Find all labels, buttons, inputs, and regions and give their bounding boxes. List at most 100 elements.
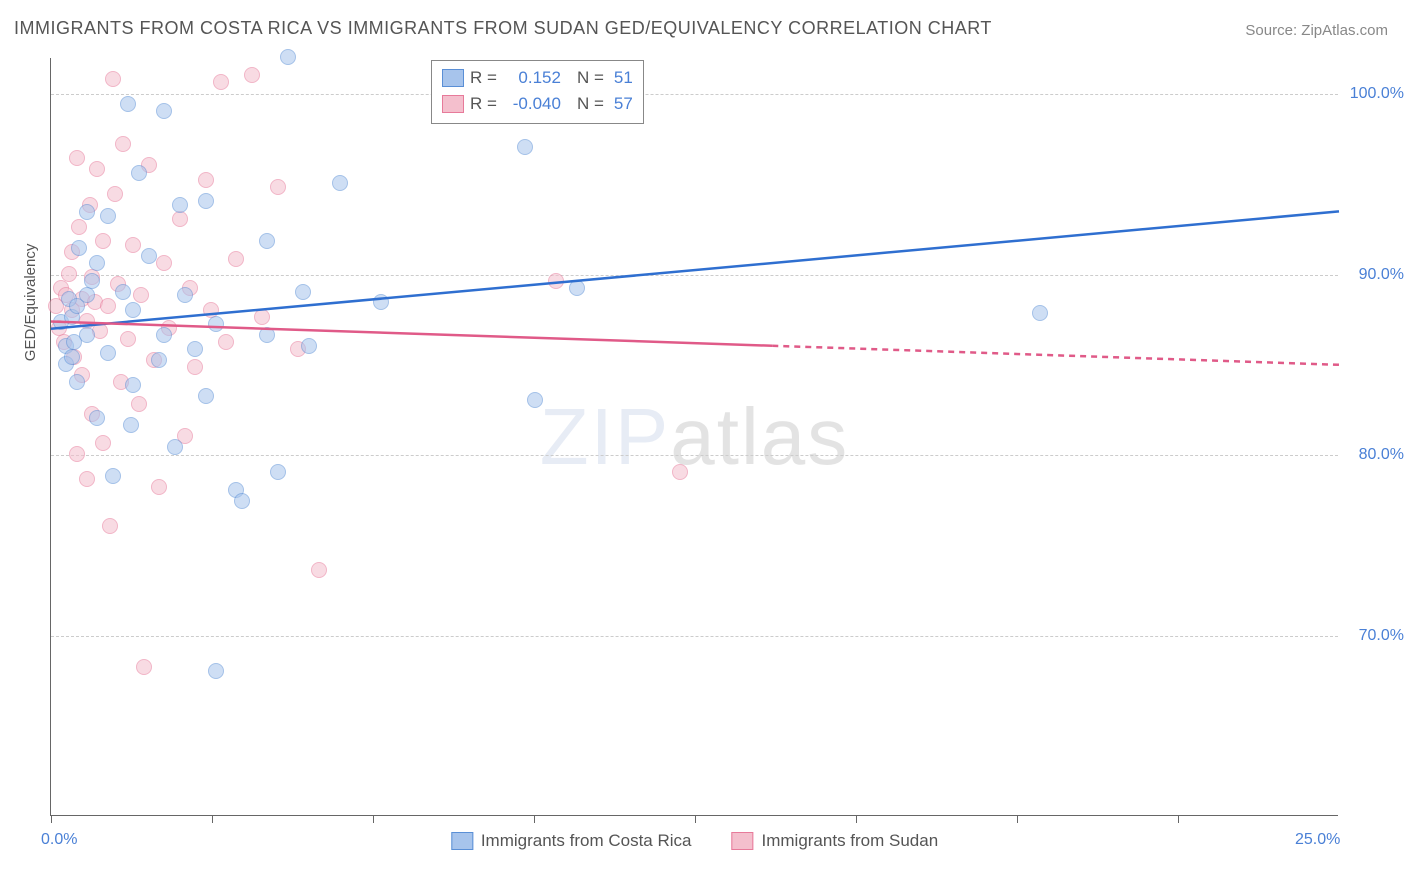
x-tick [51,815,52,823]
scatter-point-costa-rica [280,49,296,65]
legend-row-sudan: R = -0.040 N = 57 [442,91,633,117]
scatter-point-costa-rica [234,493,250,509]
x-tick [1178,815,1179,823]
scatter-point-costa-rica [167,439,183,455]
scatter-point-sudan [672,464,688,480]
y-axis-label: GED/Equivalency [22,244,39,362]
scatter-point-sudan [131,396,147,412]
scatter-point-costa-rica [100,208,116,224]
scatter-point-sudan [100,298,116,314]
scatter-point-sudan [95,233,111,249]
trend-line [772,346,1339,365]
scatter-point-costa-rica [125,302,141,318]
legend-item-sudan: Immigrants from Sudan [731,831,938,851]
scatter-point-costa-rica [105,468,121,484]
legend-r-sudan: -0.040 [503,94,561,114]
chart-title: IMMIGRANTS FROM COSTA RICA VS IMMIGRANTS… [14,18,992,39]
y-tick-label: 100.0% [1350,85,1404,103]
scatter-point-costa-rica [131,165,147,181]
legend-row-costa-rica: R = 0.152 N = 51 [442,65,633,91]
scatter-point-costa-rica [198,193,214,209]
scatter-point-costa-rica [569,280,585,296]
scatter-point-costa-rica [1032,305,1048,321]
scatter-point-sudan [151,479,167,495]
scatter-point-costa-rica [198,388,214,404]
scatter-point-sudan [102,518,118,534]
x-tick [695,815,696,823]
legend-r-label: R = [470,94,497,114]
x-tick [1017,815,1018,823]
x-tick-label: 0.0% [41,831,77,849]
y-tick-label: 90.0% [1359,266,1404,284]
x-tick [373,815,374,823]
legend-label-costa-rica: Immigrants from Costa Rica [481,831,692,851]
scatter-point-costa-rica [332,175,348,191]
scatter-point-costa-rica [208,316,224,332]
legend-n-label: N = [567,68,604,88]
scatter-point-costa-rica [172,197,188,213]
y-tick-label: 80.0% [1359,446,1404,464]
scatter-point-sudan [69,446,85,462]
scatter-point-sudan [213,74,229,90]
scatter-point-sudan [311,562,327,578]
gridline [51,636,1338,637]
plot-area: ZIPatlas 70.0%80.0%90.0%100.0% R = 0.152… [50,58,1338,816]
legend-swatch-sudan [731,832,753,850]
scatter-point-sudan [244,67,260,83]
legend-series: Immigrants from Costa Rica Immigrants fr… [451,831,938,851]
gridline [51,94,1338,95]
scatter-point-costa-rica [64,349,80,365]
scatter-point-costa-rica [123,417,139,433]
watermark: ZIPatlas [540,391,849,483]
scatter-point-costa-rica [115,284,131,300]
legend-r-costa-rica: 0.152 [503,68,561,88]
legend-label-sudan: Immigrants from Sudan [761,831,938,851]
scatter-point-costa-rica [69,374,85,390]
scatter-point-costa-rica [156,103,172,119]
source-value: ZipAtlas.com [1301,22,1388,39]
scatter-point-sudan [198,172,214,188]
scatter-point-costa-rica [208,663,224,679]
scatter-point-costa-rica [89,255,105,271]
scatter-point-costa-rica [187,341,203,357]
scatter-point-sudan [133,287,149,303]
scatter-point-sudan [218,334,234,350]
scatter-point-costa-rica [259,327,275,343]
legend-swatch-sudan [442,95,464,113]
source-attribution: Source: ZipAtlas.com [1245,22,1388,39]
watermark-part-a: ZIP [540,392,670,481]
gridline [51,455,1338,456]
scatter-point-costa-rica [259,233,275,249]
legend-correlation-box: R = 0.152 N = 51 R = -0.040 N = 57 [431,60,644,124]
legend-n-label: N = [567,94,604,114]
scatter-point-costa-rica [100,345,116,361]
x-tick [856,815,857,823]
scatter-point-costa-rica [301,338,317,354]
scatter-point-costa-rica [125,377,141,393]
source-label: Source: [1245,22,1297,39]
scatter-point-sudan [69,150,85,166]
scatter-point-costa-rica [84,273,100,289]
legend-n-costa-rica: 51 [610,68,633,88]
scatter-point-sudan [187,359,203,375]
trendlines [51,58,1338,815]
scatter-point-sudan [107,186,123,202]
legend-swatch-costa-rica [451,832,473,850]
scatter-point-sudan [136,659,152,675]
scatter-point-costa-rica [151,352,167,368]
gridline [51,275,1338,276]
y-tick-label: 70.0% [1359,627,1404,645]
x-tick-label: 25.0% [1295,831,1340,849]
scatter-point-costa-rica [177,287,193,303]
x-tick [534,815,535,823]
scatter-point-costa-rica [79,204,95,220]
scatter-point-sudan [95,435,111,451]
legend-r-label: R = [470,68,497,88]
legend-swatch-costa-rica [442,69,464,87]
scatter-point-costa-rica [120,96,136,112]
scatter-point-sudan [120,331,136,347]
scatter-point-costa-rica [527,392,543,408]
scatter-point-sudan [172,211,188,227]
scatter-point-sudan [228,251,244,267]
scatter-point-sudan [105,71,121,87]
